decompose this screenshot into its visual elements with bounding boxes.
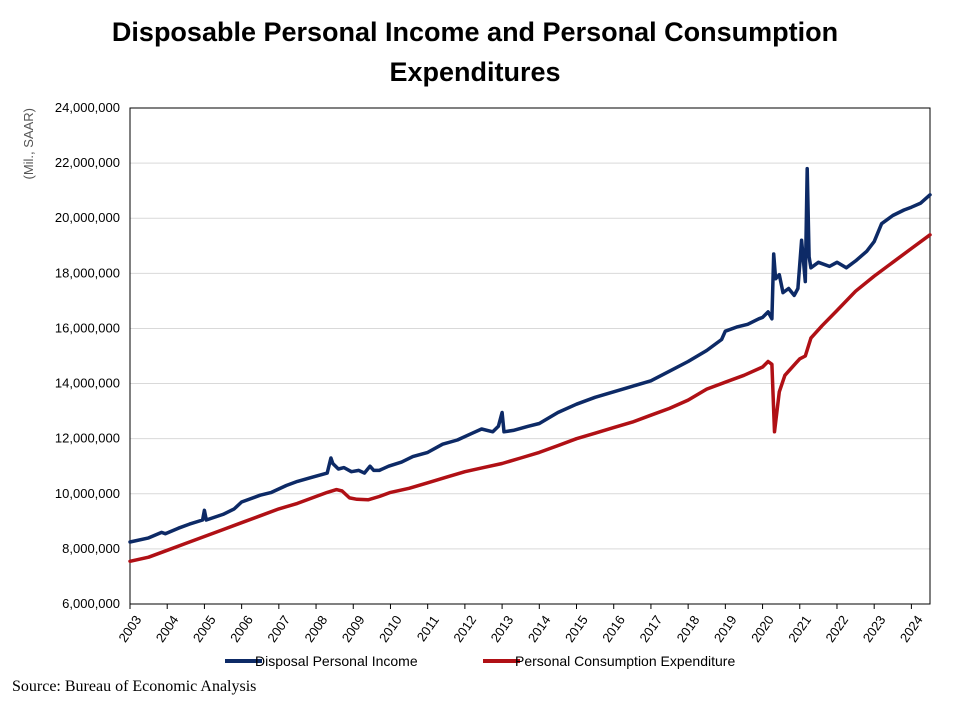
y-axis-label: (Mil., SAAR) — [21, 108, 36, 180]
x-tick-label: 2014 — [525, 613, 554, 645]
x-axis-ticks: 2003 2004 2005 2006 2007 2008 2009 2010 2011 2012… — [115, 604, 926, 645]
x-tick-label: 2013 — [488, 613, 517, 645]
y-tick-label: 18,000,000 — [55, 265, 120, 280]
x-tick-label: 2012 — [450, 613, 479, 645]
y-tick-label: 24,000,000 — [55, 100, 120, 115]
legend-label-dpi: Disposal Personal Income — [255, 653, 418, 669]
x-tick-label: 2023 — [860, 613, 889, 645]
x-tick-label: 2008 — [301, 613, 330, 645]
x-tick-label: 2016 — [599, 613, 628, 645]
y-tick-label: 10,000,000 — [55, 486, 120, 501]
gridlines — [130, 162, 930, 550]
y-tick-label: 20,000,000 — [55, 210, 120, 225]
y-tick-label: 22,000,000 — [55, 155, 120, 170]
source-note: Source: Bureau of Economic Analysis — [12, 678, 257, 695]
y-tick-label: 6,000,000 — [62, 596, 120, 611]
y-tick-label: 16,000,000 — [55, 320, 120, 335]
series-lines — [128, 166, 932, 564]
plot-area-border — [129, 107, 931, 605]
x-tick-label: 2015 — [562, 613, 591, 645]
x-tick-label: 2009 — [339, 613, 368, 645]
x-tick-label: 2020 — [748, 613, 777, 645]
y-tick-label: 14,000,000 — [55, 376, 120, 391]
x-tick-label: 2022 — [822, 613, 851, 645]
y-axis-ticks: 6,000,000 8,000,000 10,000,000 12,000,000 14… — [55, 100, 120, 611]
chart-title: Disposable Personal Income and Personal … — [111, 17, 839, 87]
x-tick-label: 2007 — [264, 613, 293, 645]
series-line-consumption — [128, 233, 932, 564]
x-tick-label: 2019 — [711, 613, 740, 645]
x-tick-label: 2005 — [190, 613, 219, 645]
x-tick-label: 2021 — [785, 613, 814, 645]
legend: Disposal Personal Income Personal Consum… — [225, 653, 735, 669]
x-tick-label: 2006 — [227, 613, 256, 645]
x-tick-label: 2018 — [674, 613, 703, 645]
x-tick-label: 2010 — [376, 613, 405, 645]
series-line-disposable-income — [128, 166, 932, 544]
x-tick-label: 2017 — [636, 613, 665, 645]
x-tick-label: 2004 — [153, 613, 182, 645]
x-tick-label: 2011 — [414, 613, 442, 645]
legend-label-pce: Personal Consumption Expenditure — [515, 653, 735, 669]
y-tick-label: 8,000,000 — [62, 541, 120, 556]
x-tick-label: 2003 — [115, 613, 144, 645]
y-tick-label: 12,000,000 — [55, 431, 120, 446]
x-tick-label: 2024 — [897, 613, 926, 645]
